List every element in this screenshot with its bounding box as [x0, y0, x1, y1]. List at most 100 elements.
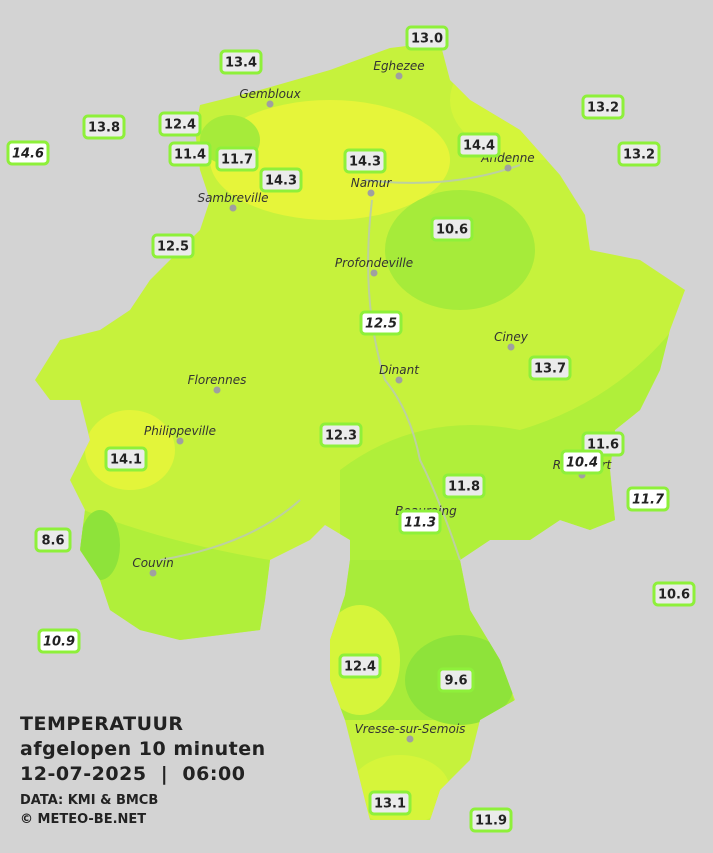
station: 13.0 [405, 25, 449, 51]
station-value: 14.3 [349, 155, 381, 170]
station: 10.6 [430, 216, 474, 242]
city-label: Philippeville [144, 424, 216, 438]
city-dot [504, 164, 512, 172]
legend-subtitle: afgelopen 10 minuten [20, 738, 266, 760]
city-label: Namur [351, 176, 393, 190]
city-label: Sambreville [197, 191, 268, 205]
station-value: 11.4 [174, 148, 206, 163]
station: 13.2 [617, 141, 661, 167]
station: 14.3 [343, 148, 387, 174]
station-box [560, 449, 604, 475]
station-box [617, 141, 661, 167]
station: 13.2 [581, 94, 625, 120]
station-value: 13.0 [411, 32, 443, 47]
city-dot [229, 204, 237, 212]
station: 13.7 [528, 355, 572, 381]
station: 11.3 [398, 509, 442, 535]
station: 11.7 [626, 486, 670, 512]
station: 11.4 [168, 141, 212, 167]
station-value: 9.6 [444, 674, 467, 689]
legend-credit: © METEO-BE.NET [20, 812, 146, 827]
station: 12.4 [338, 653, 382, 679]
city-dot [507, 343, 515, 351]
station: 12.5 [359, 310, 403, 336]
station-value: 14.6 [12, 147, 44, 162]
station-value: 13.2 [587, 101, 619, 116]
station-value: 11.9 [475, 814, 507, 829]
station: 11.7 [215, 146, 259, 172]
city-label: Ciney [494, 330, 529, 344]
station: 13.4 [219, 49, 263, 75]
station-box [469, 807, 513, 833]
station-box [626, 486, 670, 512]
station-box [338, 653, 382, 679]
station-box [6, 140, 50, 166]
station-box [215, 146, 259, 172]
legend-title: TEMPERATUUR [20, 713, 184, 735]
station-box [437, 667, 475, 693]
station-value: 12.4 [344, 660, 376, 675]
city-dot [367, 189, 375, 197]
station-box [405, 25, 449, 51]
station-box [581, 94, 625, 120]
station-box [168, 141, 212, 167]
station-value: 13.2 [623, 148, 655, 163]
city-dot [370, 269, 378, 277]
stations: 13.0 13.4 13.2 13.8 12.4 14.4 14.6 11.4 11.7 14.3… [6, 25, 696, 833]
city-dot [395, 376, 403, 384]
station-box [652, 581, 696, 607]
station-value: 10.4 [566, 456, 598, 471]
station-value: 14.1 [110, 453, 142, 468]
station-box [219, 49, 263, 75]
station-value: 10.6 [436, 223, 468, 238]
station-value: 13.1 [374, 797, 406, 812]
station-value: 10.9 [43, 635, 75, 650]
city-dot [266, 100, 274, 108]
station-box [319, 422, 363, 448]
station-box [457, 132, 501, 158]
station-box [151, 233, 195, 259]
station-value: 12.3 [325, 429, 357, 444]
station: 10.9 [37, 628, 81, 654]
station-value: 14.4 [463, 139, 495, 154]
station-box [398, 509, 442, 535]
station-value: 10.6 [658, 588, 690, 603]
station: 13.1 [368, 790, 412, 816]
station-box [34, 527, 72, 553]
station-value: 14.3 [265, 174, 297, 189]
station-box [442, 473, 486, 499]
station: 13.8 [82, 114, 126, 140]
legend: TEMPERATUUR afgelopen 10 minuten 12-07-2… [20, 713, 266, 827]
station-value: 13.4 [225, 56, 257, 71]
station-value: 11.3 [404, 516, 436, 531]
station-box [368, 790, 412, 816]
station-value: 13.7 [534, 362, 566, 377]
city-label: Vresse-sur-Semois [355, 722, 466, 736]
city-label: Profondeville [335, 256, 413, 270]
station: 10.4 [560, 449, 604, 475]
city-dot [395, 72, 403, 80]
city-dot [406, 735, 414, 743]
station-value: 11.6 [587, 438, 619, 453]
city-dot [213, 386, 221, 394]
city-label: Florennes [188, 373, 247, 387]
city-dot [176, 437, 184, 445]
station: 12.4 [158, 111, 202, 137]
city-label: Dinant [379, 363, 420, 377]
station-box [82, 114, 126, 140]
station: 9.6 [437, 667, 475, 693]
station-box [430, 216, 474, 242]
station-value: 11.7 [221, 153, 253, 168]
station: 14.3 [259, 167, 303, 193]
legend-datetime: 12-07-2025 | 06:00 [20, 763, 245, 785]
station: 14.1 [104, 446, 148, 472]
station: 11.9 [469, 807, 513, 833]
station: 11.8 [442, 473, 486, 499]
station-value: 13.8 [88, 121, 120, 136]
city-dot [149, 569, 157, 577]
station-value: 12.5 [157, 240, 189, 255]
station-value: 12.4 [164, 118, 196, 133]
station: 14.6 [6, 140, 50, 166]
station-box [359, 310, 403, 336]
